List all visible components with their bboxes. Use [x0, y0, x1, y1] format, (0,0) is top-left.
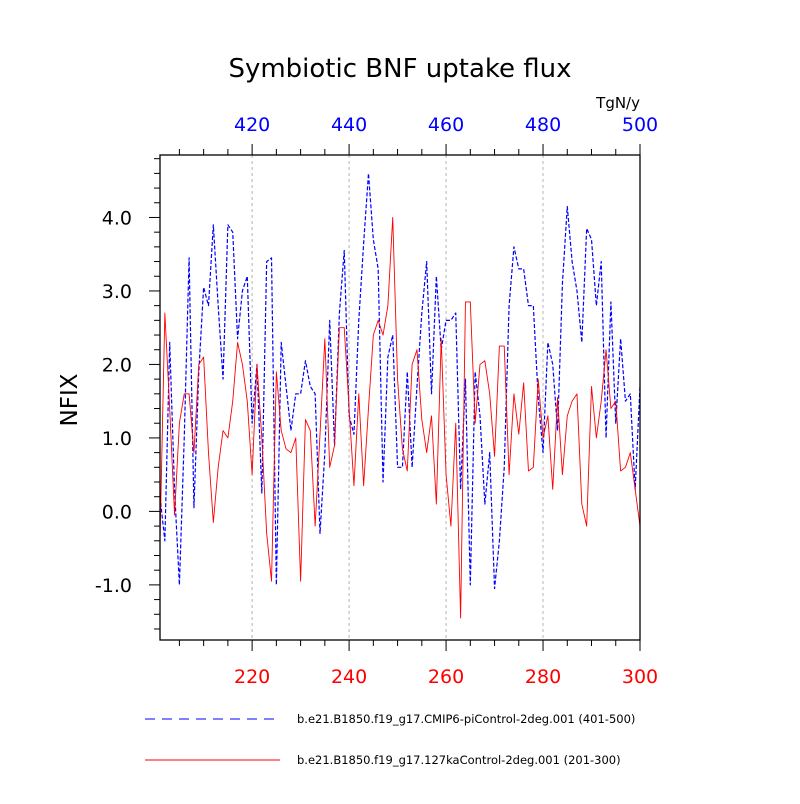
bottom-tick-label: 300	[622, 666, 658, 688]
y-tick-label: 3.0	[102, 281, 132, 303]
axis-layer: 220 240 260 280 300 420 440 460 480 500 -1.0 0.0 1.0…	[95, 114, 658, 688]
series-layer	[159, 172, 641, 619]
chart-title: Symbiotic BNF uptake flux	[228, 54, 571, 84]
top-tick-label: 480	[525, 114, 561, 136]
y-axis-label: NFIX	[57, 373, 83, 426]
series-line-red	[159, 217, 641, 619]
bottom-tick-label: 220	[234, 666, 270, 688]
y-tick-label: -1.0	[95, 575, 132, 597]
legend-label-red: b.e21.B1850.f19_g17.127kaControl-2deg.00…	[297, 753, 621, 767]
legend-label-blue: b.e21.B1850.f19_g17.CMIP6-piControl-2deg…	[297, 712, 635, 726]
y-tick-label: 2.0	[102, 354, 132, 376]
units-label: TgN/y	[595, 94, 640, 112]
top-tick-label: 460	[428, 114, 464, 136]
top-tick-label: 440	[331, 114, 367, 136]
grid-layer	[251, 155, 544, 640]
series-line-blue	[159, 172, 641, 590]
bottom-tick-label: 240	[331, 666, 367, 688]
y-tick-label: 4.0	[102, 207, 132, 229]
bottom-tick-label: 280	[525, 666, 561, 688]
y-tick-label: 0.0	[102, 501, 132, 523]
y-tick-label: 1.0	[102, 428, 132, 450]
plot-frame	[159, 154, 641, 641]
top-tick-label: 420	[234, 114, 270, 136]
legend: b.e21.B1850.f19_g17.CMIP6-piControl-2deg…	[145, 712, 635, 767]
top-tick-label: 500	[622, 114, 658, 136]
bottom-tick-label: 260	[428, 666, 464, 688]
